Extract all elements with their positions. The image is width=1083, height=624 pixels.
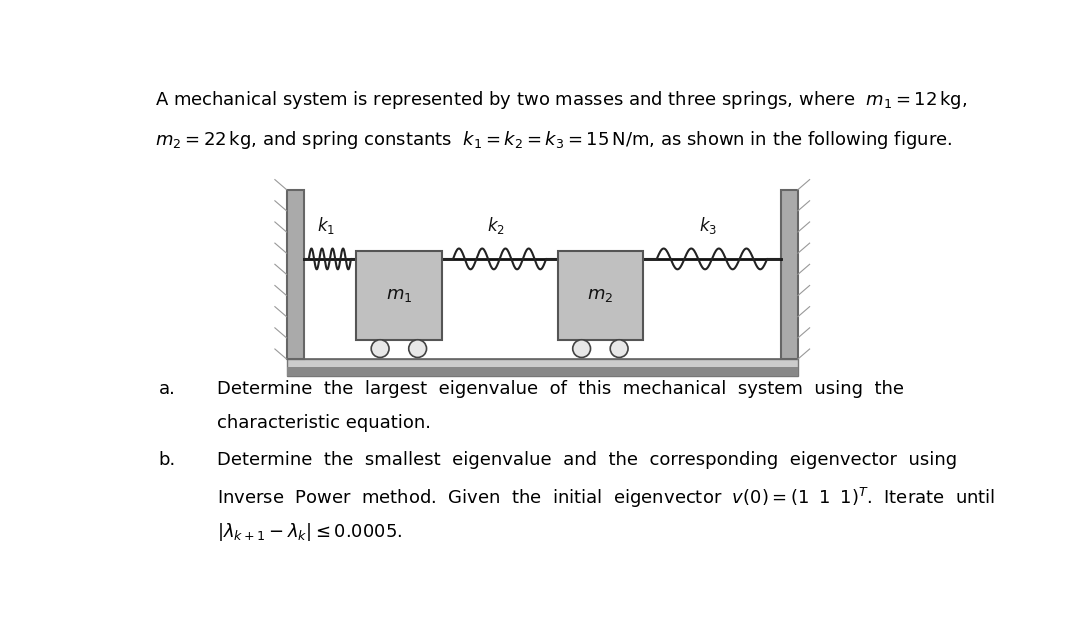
Bar <box>287 368 798 376</box>
Text: Determine  the  smallest  eigenvalue  and  the  corresponding  eigenvector  usin: Determine the smallest eigenvalue and th… <box>217 451 957 469</box>
Bar <box>287 190 303 359</box>
Text: $k_3$: $k_3$ <box>699 215 717 236</box>
Text: $k_2$: $k_2$ <box>487 215 505 236</box>
Text: b.: b. <box>158 451 175 469</box>
Text: A mechanical system is represented by two masses and three springs, where  $m_1=: A mechanical system is represented by tw… <box>155 89 967 110</box>
Bar <box>356 251 442 339</box>
Text: $m_2$: $m_2$ <box>587 286 613 305</box>
Text: a.: a. <box>158 380 175 398</box>
Text: Determine  the  largest  eigenvalue  of  this  mechanical  system  using  the: Determine the largest eigenvalue of this… <box>217 380 903 398</box>
Circle shape <box>371 339 389 358</box>
Circle shape <box>408 339 427 358</box>
Text: $|\lambda_{k+1}-\lambda_k|\leq 0.0005$.: $|\lambda_{k+1}-\lambda_k|\leq 0.0005$. <box>217 520 402 543</box>
Text: characteristic equation.: characteristic equation. <box>217 414 431 432</box>
Bar <box>558 251 643 339</box>
Text: $m_2=22\,\mathrm{kg}$, and spring constants  $k_1=k_2=k_3=15\,\mathrm{N/m}$, as : $m_2=22\,\mathrm{kg}$, and spring consta… <box>155 129 952 151</box>
Circle shape <box>610 339 628 358</box>
Bar <box>781 190 798 359</box>
Circle shape <box>573 339 590 358</box>
Bar <box>287 359 798 376</box>
Text: Inverse  Power  method.  Given  the  initial  eigenvector  $v(0)=(1\;\;1\;\;1)^T: Inverse Power method. Given the initial … <box>217 486 995 510</box>
Text: $k_1$: $k_1$ <box>317 215 335 236</box>
Text: $m_1$: $m_1$ <box>386 286 412 305</box>
